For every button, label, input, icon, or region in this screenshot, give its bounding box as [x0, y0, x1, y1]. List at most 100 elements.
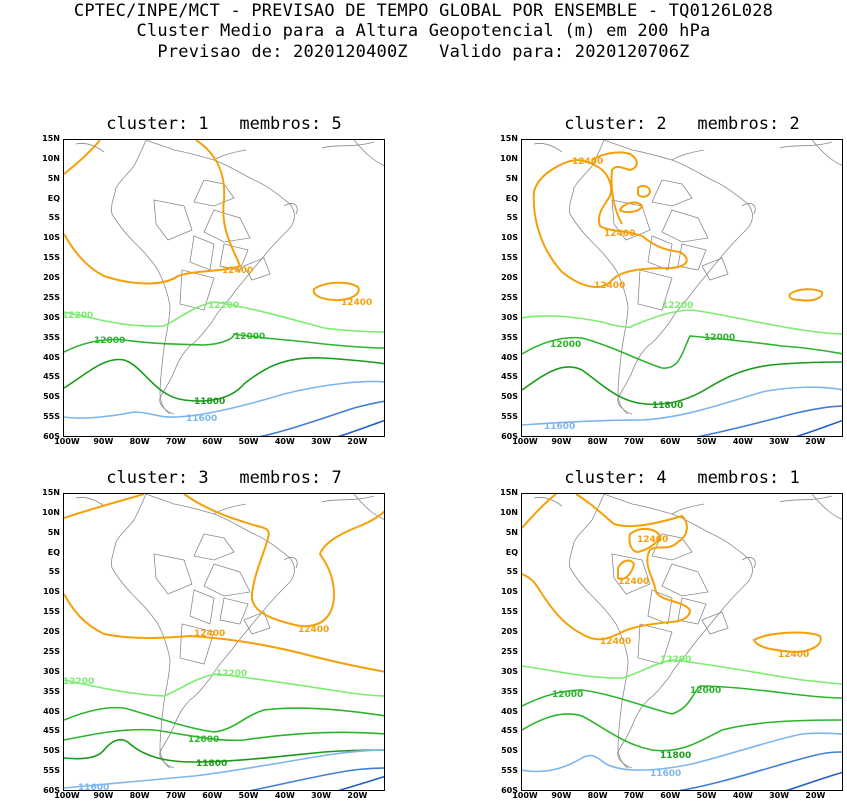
latitude-label: EQ: [47, 547, 60, 557]
map-panel-4: 12400 12400 12400 12400 12200 12000 1200…: [521, 493, 843, 791]
latitude-label: 45S: [501, 372, 518, 382]
latitude-label: 20S: [43, 273, 60, 283]
longitude-label: 40W: [732, 437, 753, 446]
contour-12000: [522, 685, 842, 715]
coastline-segment: [189, 235, 215, 271]
longitude-label: 40W: [274, 437, 295, 446]
contour-12000: [64, 706, 384, 733]
coastline-segment: [179, 269, 215, 311]
contour-12400: [618, 201, 644, 214]
contour-12400: [64, 140, 242, 285]
longitude-label: 70W: [623, 791, 644, 800]
longitude-label: 60W: [202, 791, 223, 800]
latitude-label: 30S: [501, 666, 518, 676]
latitude-label: 60S: [43, 432, 60, 441]
latitude-label: 5N: [47, 527, 60, 537]
latitude-label: 40S: [43, 352, 60, 362]
coastline-segment: [647, 235, 673, 271]
latitude-label: 60S: [43, 786, 60, 795]
contour-label: 12200: [208, 301, 239, 311]
contour-12400: [64, 593, 384, 673]
coastline-segment: [569, 140, 629, 415]
longitude-label: 40W: [274, 791, 295, 800]
coastline-segment: [661, 209, 709, 243]
contour-12400: [64, 140, 101, 175]
latitude-label: 35S: [501, 332, 518, 342]
contour-11600: [522, 386, 842, 426]
latitude-label: 45S: [43, 726, 60, 736]
coastline: [533, 494, 842, 769]
contour-11800: [522, 361, 842, 406]
contour-label: 12400: [194, 629, 225, 639]
contour-12400: [752, 631, 822, 654]
longitude-label: 20W: [347, 437, 368, 446]
coastline-segment: [75, 497, 105, 507]
coastline-segment: [193, 179, 235, 207]
coastline: [533, 140, 842, 415]
longitude-label: 80W: [129, 437, 150, 446]
longitude-label: 50W: [696, 791, 717, 800]
latitude-label: 5N: [505, 527, 518, 537]
coastline-segment: [283, 557, 298, 569]
latitude-label: 30S: [43, 666, 60, 676]
latitude-label: 5S: [48, 567, 60, 577]
latitude-label: 30S: [43, 312, 60, 322]
latitude-label: 10S: [43, 233, 60, 243]
latitude-label: 10N: [42, 507, 60, 517]
contour-12200: [64, 673, 384, 697]
contour-12000: [64, 333, 384, 353]
coastline-segment: [75, 143, 105, 153]
contour-11600: [522, 732, 842, 773]
contour-label: 12000: [690, 686, 721, 696]
latitude-label: 10N: [500, 153, 518, 163]
contour-12400: [788, 288, 824, 302]
coastline-segment: [661, 563, 709, 597]
longitude-label: 100W: [512, 437, 538, 446]
header-title: CPTEC/INPE/MCT - PREVISAO DE TEMPO GLOBA…: [73, 1, 774, 21]
latitude-label: 55S: [43, 412, 60, 422]
contour-label: 11800: [194, 397, 225, 407]
latitude-label: 15N: [500, 134, 518, 143]
longitude-label: 20W: [347, 791, 368, 800]
latitude-label: 5N: [505, 173, 518, 183]
panel-3-title: cluster: 3 membros: 7: [106, 468, 342, 488]
longitude-label: 60W: [660, 791, 681, 800]
latitude-label: 15S: [43, 607, 60, 617]
contour-label: 12000: [94, 336, 125, 346]
longitude-label: 100W: [512, 791, 538, 800]
latitude-label: 10N: [500, 507, 518, 517]
coastline-segment: [243, 611, 271, 635]
contour-label: 11600: [186, 414, 217, 424]
contour-12400: [532, 158, 688, 288]
longitude-label: 30W: [769, 791, 790, 800]
latitude-label: EQ: [47, 193, 60, 203]
latitude-label: 40S: [501, 706, 518, 716]
latitude-label: 15S: [43, 253, 60, 263]
contour-label: 12200: [64, 311, 93, 321]
latitude-label: 40S: [501, 352, 518, 362]
latitude-label: 40S: [43, 706, 60, 716]
latitude-label: 15N: [500, 488, 518, 497]
latitude-label: 15N: [42, 488, 60, 497]
coastline-segment: [203, 563, 251, 597]
longitude-label: 100W: [54, 791, 80, 800]
contour-label: 12000: [552, 690, 583, 700]
contour-12400: [617, 559, 636, 580]
longitude-label: 60W: [202, 437, 223, 446]
latitude-label: 55S: [501, 766, 518, 776]
contour-12400: [522, 494, 692, 641]
latitude-label: 5S: [506, 213, 518, 223]
contour-11400: [259, 400, 384, 436]
coastline-segment: [741, 557, 756, 569]
coastline-segment: [111, 140, 171, 415]
coastline-segment: [603, 140, 753, 415]
longitude-label: 70W: [165, 437, 186, 446]
coastline-segment: [811, 140, 842, 166]
contour-label: 12400: [618, 577, 649, 587]
longitude-label: 70W: [165, 791, 186, 800]
latitude-label: 20S: [501, 627, 518, 637]
coastline-segment: [611, 553, 651, 595]
latitude-label: 50S: [501, 392, 518, 402]
contour-label: 12000: [550, 340, 581, 350]
latitude-label: 15S: [501, 607, 518, 617]
